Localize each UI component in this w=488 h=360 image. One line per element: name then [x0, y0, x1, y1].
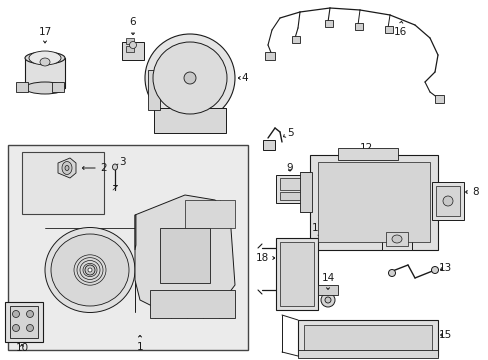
Bar	[280, 178, 299, 190]
Bar	[52, 82, 64, 92]
Bar	[304, 325, 431, 351]
Ellipse shape	[25, 82, 65, 94]
Ellipse shape	[442, 196, 452, 206]
Bar	[435, 186, 459, 216]
Text: 3: 3	[119, 157, 125, 167]
Bar	[337, 148, 397, 160]
Bar	[264, 52, 274, 60]
Polygon shape	[58, 158, 76, 178]
Ellipse shape	[26, 310, 34, 318]
Text: 17: 17	[38, 27, 52, 43]
Ellipse shape	[25, 52, 65, 64]
Ellipse shape	[13, 324, 20, 332]
Bar	[317, 162, 429, 242]
Bar	[148, 70, 160, 110]
Ellipse shape	[85, 265, 95, 275]
Bar	[431, 182, 463, 220]
Bar	[154, 108, 225, 133]
Bar	[275, 175, 304, 203]
Bar	[122, 42, 143, 60]
Text: 16: 16	[392, 21, 406, 37]
Text: 5: 5	[283, 128, 293, 138]
Bar	[381, 228, 411, 250]
Bar	[317, 285, 337, 295]
Ellipse shape	[88, 268, 92, 272]
Bar	[299, 172, 311, 212]
Ellipse shape	[62, 162, 72, 175]
Text: 6: 6	[129, 17, 136, 35]
Bar	[16, 82, 28, 92]
Bar	[126, 38, 134, 44]
Text: 10: 10	[16, 343, 28, 353]
Bar	[25, 58, 65, 88]
Polygon shape	[135, 215, 136, 250]
Bar	[150, 290, 235, 318]
Bar	[126, 46, 134, 52]
Bar	[291, 36, 299, 43]
Text: 8: 8	[465, 187, 478, 197]
Bar	[434, 95, 443, 103]
Bar	[160, 228, 209, 283]
Ellipse shape	[40, 58, 50, 66]
Ellipse shape	[13, 310, 20, 318]
Bar	[297, 350, 437, 358]
Polygon shape	[135, 195, 235, 310]
Bar	[354, 23, 362, 30]
Bar	[280, 192, 299, 200]
Ellipse shape	[145, 34, 235, 122]
Bar	[297, 320, 437, 356]
Bar	[10, 306, 38, 338]
Bar	[275, 238, 317, 310]
Ellipse shape	[45, 228, 135, 312]
Ellipse shape	[112, 164, 117, 170]
Text: 13: 13	[437, 263, 451, 273]
Bar	[385, 232, 407, 246]
Text: 9: 9	[286, 163, 293, 173]
Bar	[309, 155, 437, 250]
Text: 14: 14	[321, 273, 334, 289]
Ellipse shape	[51, 234, 129, 306]
Ellipse shape	[325, 297, 330, 303]
Bar	[384, 26, 392, 33]
Ellipse shape	[183, 72, 196, 84]
Ellipse shape	[387, 270, 395, 276]
Ellipse shape	[29, 51, 61, 65]
Bar	[8, 145, 247, 350]
Ellipse shape	[26, 324, 34, 332]
Ellipse shape	[320, 293, 334, 307]
Bar	[325, 20, 332, 27]
Text: 2: 2	[82, 163, 107, 173]
Ellipse shape	[65, 166, 69, 171]
Text: 15: 15	[437, 330, 451, 340]
Text: 1: 1	[137, 336, 143, 352]
Bar	[5, 302, 43, 342]
Bar	[280, 242, 313, 306]
Ellipse shape	[153, 42, 226, 114]
Bar	[184, 200, 235, 228]
Text: 7: 7	[415, 227, 423, 237]
Text: 12: 12	[359, 143, 372, 157]
Ellipse shape	[391, 235, 401, 243]
Ellipse shape	[129, 41, 136, 49]
Text: 4: 4	[238, 73, 248, 83]
Text: 18: 18	[255, 253, 274, 263]
Bar	[22, 152, 104, 214]
Bar	[263, 140, 274, 150]
Ellipse shape	[430, 266, 438, 274]
Text: 11: 11	[311, 223, 324, 236]
